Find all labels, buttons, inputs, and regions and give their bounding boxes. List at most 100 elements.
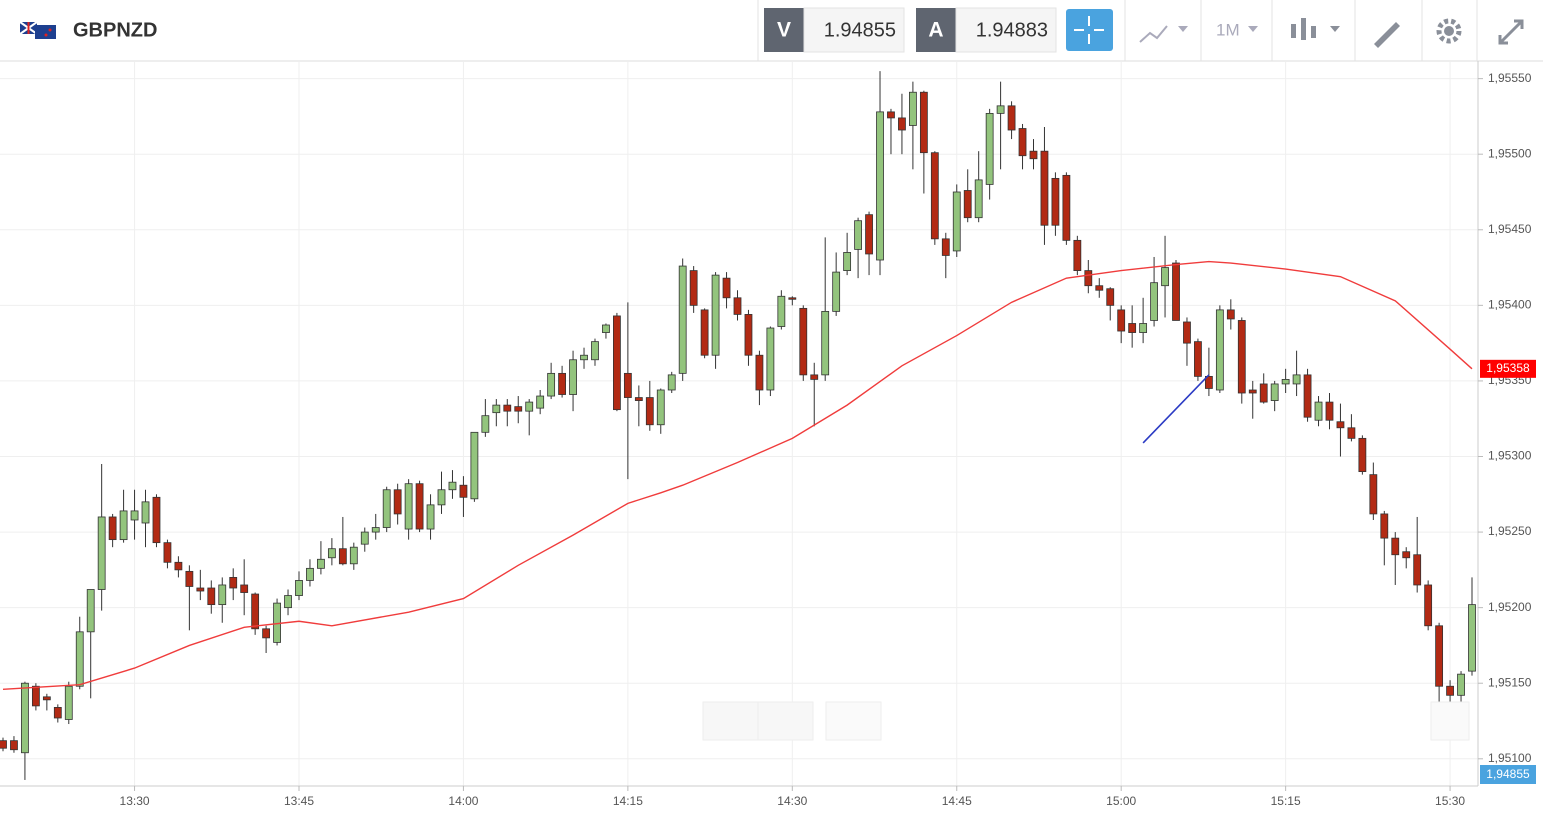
ask-button[interactable] (916, 8, 956, 52)
dropdown-arrow (1330, 26, 1340, 32)
x-tick-label: 15:00 (1106, 794, 1136, 808)
candle-body (722, 277, 731, 299)
candle-body (777, 295, 786, 327)
candle-body (327, 548, 336, 559)
nav-button[interactable] (757, 701, 814, 741)
candle-body (1073, 239, 1082, 271)
trend-line (1142, 374, 1210, 444)
x-tick-label: 14:15 (613, 794, 643, 808)
candle-body (492, 404, 501, 414)
candle-body (349, 546, 358, 565)
candle-body (514, 406, 523, 412)
candle-body (1215, 309, 1224, 391)
candle-body (1183, 321, 1191, 344)
candle-body (448, 481, 457, 491)
candle-body (1095, 285, 1104, 291)
candle-body (821, 310, 830, 376)
candle-body (898, 117, 906, 131)
candle-body (481, 415, 490, 433)
candle-body (919, 91, 928, 154)
y-tick-label: 1,95550 (1488, 71, 1532, 85)
indicator-icon[interactable] (1139, 25, 1168, 43)
candle-body (1446, 685, 1454, 696)
candle-body (317, 558, 325, 569)
settings-icon[interactable] (1436, 18, 1462, 44)
ma-tag (1480, 359, 1536, 378)
candle-body (371, 527, 380, 533)
flag (19, 21, 56, 39)
candle-body (613, 315, 621, 411)
candle-body (1391, 537, 1400, 556)
crosshair-icon (1074, 16, 1104, 44)
candle-body (229, 577, 238, 589)
symbol: GBPNZD (73, 19, 157, 41)
icon-part (1311, 26, 1316, 38)
timeframe[interactable]: 1M (1216, 20, 1240, 39)
candle-body (130, 510, 139, 521)
candle-body (569, 359, 577, 395)
nav-button[interactable] (1430, 701, 1470, 741)
candle-body (141, 501, 150, 524)
candle-body (251, 593, 260, 630)
candle-body (952, 191, 961, 252)
nav-button[interactable] (702, 701, 759, 741)
candle-body (1237, 320, 1246, 394)
candle-body (755, 354, 764, 391)
candle-body (744, 314, 753, 356)
candle-body (909, 91, 917, 126)
candle-body (1358, 437, 1367, 473)
candle-body (525, 401, 534, 412)
candle-body (558, 372, 566, 395)
x-tick-label: 15:15 (1271, 794, 1301, 808)
nav-button[interactable] (825, 701, 882, 741)
candle-body (1194, 341, 1202, 377)
candle-body (196, 587, 205, 592)
candle-body (338, 548, 347, 565)
candle-body (1347, 427, 1356, 439)
candle-body (426, 504, 435, 530)
draw-icon[interactable] (1374, 22, 1400, 48)
fullscreen-icon[interactable] (1498, 19, 1524, 45)
candle-body (996, 105, 1005, 114)
candle-body (1259, 383, 1268, 403)
candle-body (1435, 625, 1444, 687)
y-tick-label: 1,95100 (1488, 751, 1532, 765)
candle-body (985, 112, 994, 185)
bid-field (803, 7, 905, 53)
candle-body (1292, 374, 1301, 385)
candle-body (865, 214, 873, 255)
candle-body (470, 431, 479, 500)
candle-body (667, 374, 676, 391)
y-tick-label: 1,95250 (1488, 524, 1532, 538)
bid-button[interactable] (764, 8, 804, 52)
bid-tag (1480, 765, 1536, 784)
ma-tag-label: 1,95358 (1486, 361, 1530, 375)
candle-body (31, 685, 40, 707)
y-tick-label: 1,95500 (1488, 146, 1532, 160)
bid-label[interactable]: V (777, 19, 791, 42)
candle-body (1139, 323, 1148, 333)
candle-type-icon[interactable] (1291, 18, 1316, 40)
candle-body (218, 584, 227, 606)
candle-body (119, 510, 128, 541)
candle-body (1314, 401, 1323, 421)
y-tick-label: 1,95300 (1488, 449, 1532, 463)
ask-field (955, 7, 1057, 53)
candle-body (963, 190, 972, 219)
candle-body (941, 238, 950, 256)
candle-body (284, 595, 292, 609)
x-tick-label: 14:30 (777, 794, 807, 808)
candle-body (437, 489, 446, 506)
y-tick-label: 1,95450 (1488, 222, 1532, 236)
candle-body (306, 567, 314, 581)
candle-body (832, 271, 841, 312)
crosshair-button[interactable] (1066, 9, 1113, 51)
candle-body (1336, 421, 1345, 429)
candle-body (1007, 105, 1016, 131)
ask-label[interactable]: A (928, 19, 943, 42)
candle-body (788, 297, 797, 300)
candle-body (766, 327, 775, 391)
candle-body (86, 589, 95, 633)
candle-body (415, 483, 424, 530)
